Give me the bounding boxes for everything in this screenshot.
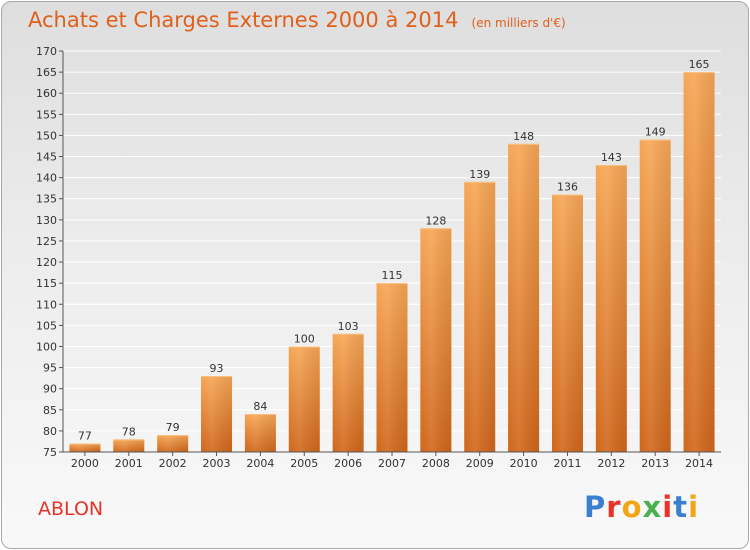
y-tick-label: 120	[36, 256, 57, 269]
y-tick-label: 170	[36, 45, 57, 58]
data-label: 128	[425, 214, 446, 227]
x-tick-label: 2006	[334, 457, 362, 470]
bar-shine	[551, 194, 583, 452]
brand-logo-letter: i	[688, 490, 700, 524]
data-label: 78	[122, 425, 136, 438]
bar-shine	[288, 346, 320, 452]
brand-logo-letter: P	[584, 490, 607, 524]
bar-shine	[244, 414, 276, 452]
y-tick-label: 165	[36, 66, 57, 79]
brand-logo-letter: o	[621, 490, 643, 524]
y-tick-label: 90	[43, 383, 57, 396]
x-tick-label: 2012	[597, 457, 625, 470]
data-label: 165	[689, 58, 710, 71]
axis-layer: 75 80 85 90 95 100 105 110 115 120 125 130 135 140 145…	[36, 45, 721, 470]
data-label: 139	[469, 168, 490, 181]
y-tick-label: 135	[36, 193, 57, 206]
bar-shine	[464, 181, 496, 452]
data-label: 84	[253, 400, 267, 413]
y-tick-label: 100	[36, 340, 57, 353]
location-label: ABLON	[38, 498, 104, 520]
y-tick-label: 130	[36, 214, 57, 227]
x-tick-label: 2004	[246, 457, 274, 470]
x-tick-label: 2001	[115, 457, 143, 470]
x-tick-label: 2010	[510, 457, 538, 470]
brand-logo: Proxiti	[584, 490, 699, 524]
bar-shine	[332, 333, 364, 452]
x-tick-label: 2013	[641, 457, 669, 470]
brand-logo-letter: t	[673, 490, 689, 524]
bar-shine	[69, 443, 101, 452]
data-label: 77	[78, 430, 92, 443]
brand-logo-letter: i	[662, 490, 674, 524]
title-row: Achats et Charges Externes 2000 à 2014 (…	[28, 8, 566, 32]
bar-shine	[683, 72, 715, 453]
bar-shine	[595, 164, 627, 452]
y-tick-label: 150	[36, 129, 57, 142]
data-label: 100	[294, 332, 315, 345]
y-tick-label: 140	[36, 172, 57, 185]
y-tick-label: 115	[36, 277, 57, 290]
brand-logo-letter: x	[642, 490, 663, 524]
chart-title: Achats et Charges Externes 2000 à 2014	[28, 8, 459, 32]
y-tick-label: 125	[36, 235, 57, 248]
y-tick-label: 95	[43, 362, 57, 375]
data-label: 143	[601, 151, 622, 164]
data-label: 79	[166, 421, 180, 434]
brand-logo-letter: r	[606, 490, 622, 524]
data-label: 149	[645, 126, 666, 139]
y-tick-label: 145	[36, 151, 57, 164]
bars-layer	[69, 72, 715, 453]
data-label: 103	[338, 320, 359, 333]
data-label: 93	[210, 362, 224, 375]
x-tick-label: 2007	[378, 457, 406, 470]
x-tick-label: 2008	[422, 457, 450, 470]
bar-shine	[508, 143, 540, 452]
bar-shine	[639, 139, 671, 453]
y-tick-label: 110	[36, 298, 57, 311]
bar-shine	[420, 228, 452, 452]
bar-shine	[157, 435, 189, 452]
y-tick-label: 160	[36, 87, 57, 100]
data-label: 136	[557, 181, 578, 194]
data-label: 148	[513, 130, 534, 143]
x-tick-label: 2011	[553, 457, 581, 470]
x-tick-label: 2014	[685, 457, 713, 470]
y-tick-label: 75	[43, 446, 57, 459]
x-tick-label: 2002	[159, 457, 187, 470]
bar-shine	[201, 376, 233, 452]
y-tick-label: 155	[36, 108, 57, 121]
chart-unit-note: (en milliers d'€)	[471, 16, 566, 30]
data-labels-layer: 77 78 79 93 84 100 103 115 128 139 148 136 143 149 165	[78, 58, 710, 442]
x-tick-label: 2009	[466, 457, 494, 470]
x-tick-label: 2003	[203, 457, 231, 470]
bar-shine	[113, 439, 145, 452]
x-tick-label: 2000	[71, 457, 99, 470]
bar-shine	[376, 283, 408, 452]
y-tick-label: 80	[43, 425, 57, 438]
y-tick-label: 85	[43, 404, 57, 417]
x-tick-label: 2005	[290, 457, 318, 470]
y-tick-label: 105	[36, 319, 57, 332]
data-label: 115	[382, 269, 403, 282]
